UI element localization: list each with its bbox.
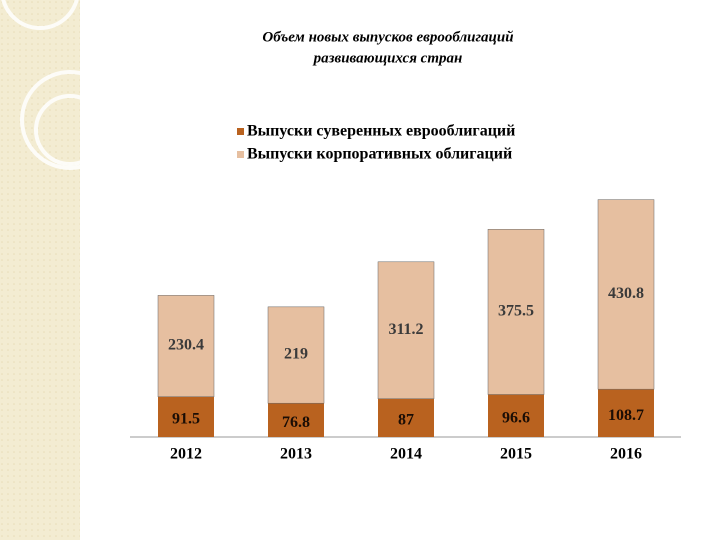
legend-swatch: [237, 151, 244, 158]
bar-segment: [268, 403, 324, 437]
x-tick-label: 2015: [500, 446, 532, 463]
value-label: 375.5: [498, 303, 534, 320]
bar-segment: [487, 229, 545, 395]
bar-segment: [488, 394, 544, 437]
legend-label: Выпуски корпоративных облигаций: [247, 146, 512, 163]
value-label: 91.5: [172, 411, 200, 428]
bar-segment: [597, 199, 655, 390]
value-label: 108.7: [608, 407, 644, 424]
bar-segment: [598, 389, 654, 437]
chart-title: развивающихся стран: [312, 50, 463, 66]
value-label: 76.8: [282, 414, 310, 431]
side-strip: [0, 0, 80, 540]
value-label: 219: [284, 346, 308, 363]
legend-label: Выпуски суверенных еврооблигаций: [247, 123, 515, 140]
bar-segment: [158, 396, 214, 437]
x-tick-label: 2013: [280, 446, 312, 463]
value-label: 311.2: [388, 321, 423, 338]
x-tick-label: 2014: [390, 446, 422, 463]
value-label: 430.8: [608, 285, 644, 302]
value-label: 96.6: [502, 409, 530, 426]
bar-segment: [157, 295, 215, 397]
bar-segment: [267, 306, 325, 404]
x-tick-label: 2016: [610, 446, 642, 463]
chart-title: Объем новых выпусков еврооблигаций: [262, 29, 513, 45]
decor-rings: [1, 0, 120, 170]
value-label: 230.4: [168, 337, 204, 354]
value-label: 87: [398, 412, 414, 429]
bar-segment: [377, 261, 435, 399]
x-tick-label: 2012: [170, 446, 202, 463]
bar-segment: [378, 398, 434, 437]
legend-swatch: [237, 128, 244, 135]
